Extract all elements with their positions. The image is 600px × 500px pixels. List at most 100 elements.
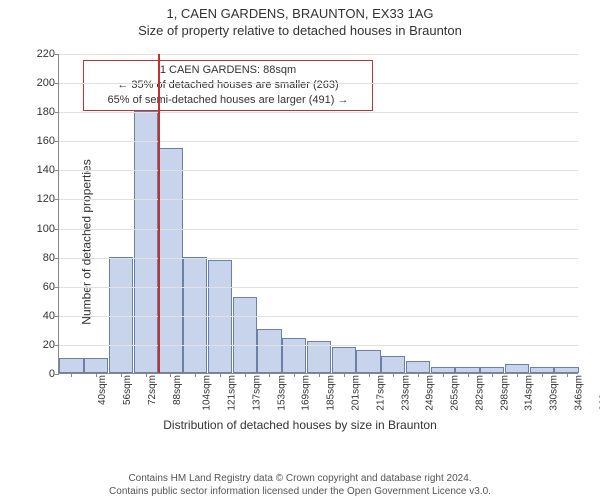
y-tick-label: 0 [49,368,55,380]
y-tick-label: 40 [43,310,55,322]
y-tick-mark [55,287,59,288]
gridline [59,170,578,171]
gridline [59,258,578,259]
gridline [59,141,578,142]
x-tick-label: 137sqm [252,375,263,411]
plot-area: 1 CAEN GARDENS: 88sqm ← 35% of detached … [58,54,578,374]
x-tick-label: 185sqm [326,375,337,411]
marker-line [158,54,160,373]
page-subtitle: Size of property relative to detached ho… [0,21,600,38]
x-tick-label: 330sqm [549,375,560,411]
histogram-bar [183,257,207,373]
x-tick-mark [492,373,493,377]
gridline [59,199,578,200]
x-tick-mark [96,373,97,377]
callout-box: 1 CAEN GARDENS: 88sqm ← 35% of detached … [83,60,373,111]
y-tick-label: 200 [37,77,55,89]
x-tick-mark [344,373,345,377]
x-tick-label: 298sqm [499,375,510,411]
x-tick-label: 56sqm [122,375,133,405]
callout-line-1: 1 CAEN GARDENS: 88sqm [90,63,366,78]
y-tick-mark [55,112,59,113]
footer-line-2: Contains public sector information licen… [0,485,600,498]
histogram-bar [109,257,133,373]
x-tick-mark [71,373,72,377]
footer-line-1: Contains HM Land Registry data © Crown c… [0,472,600,485]
x-tick-label: 346sqm [573,375,584,411]
histogram-bar [332,347,356,373]
histogram-bar [381,356,405,373]
x-tick-mark [567,373,568,377]
y-tick-label: 160 [37,135,55,147]
x-tick-label: 282sqm [474,375,485,411]
x-tick-mark [418,373,419,377]
y-tick-label: 120 [37,193,55,205]
x-tick-mark [121,373,122,377]
gridline [59,112,578,113]
callout-line-3: 65% of semi-detached houses are larger (… [90,93,366,108]
x-tick-label: 217sqm [375,375,386,411]
x-tick-mark [443,373,444,377]
x-tick-mark [146,373,147,377]
histogram-bar [282,338,306,373]
x-tick-mark [468,373,469,377]
x-tick-label: 40sqm [97,375,108,405]
y-tick-mark [55,229,59,230]
x-tick-label: 72sqm [147,375,158,405]
gridline [59,229,578,230]
y-tick-mark [55,316,59,317]
y-tick-label: 180 [37,106,55,118]
y-tick-mark [55,258,59,259]
gridline [59,83,578,84]
x-tick-mark [294,373,295,377]
x-tick-label: 169sqm [301,375,312,411]
histogram-bar [134,111,158,373]
histogram-bar [257,329,281,373]
histogram-bar [406,361,430,373]
x-tick-label: 153sqm [276,375,287,411]
x-tick-mark [542,373,543,377]
x-tick-label: 104sqm [202,375,213,411]
x-tick-mark [319,373,320,377]
y-tick-label: 220 [37,48,55,60]
x-tick-label: 249sqm [425,375,436,411]
x-tick-mark [369,373,370,377]
gridline [59,316,578,317]
y-tick-mark [55,170,59,171]
y-tick-label: 100 [37,223,55,235]
y-tick-mark [55,141,59,142]
y-tick-mark [55,374,59,375]
histogram-bar [356,350,380,373]
footer: Contains HM Land Registry data © Crown c… [0,472,600,498]
callout-line-2: ← 35% of detached houses are smaller (26… [90,78,366,93]
y-tick-mark [55,199,59,200]
chart-container: Number of detached properties 1 CAEN GAR… [0,44,600,440]
x-tick-mark [269,373,270,377]
y-tick-mark [55,83,59,84]
x-tick-label: 201sqm [351,375,362,411]
y-tick-label: 140 [37,164,55,176]
y-tick-label: 80 [43,252,55,264]
x-tick-mark [195,373,196,377]
x-tick-label: 314sqm [524,375,535,411]
x-tick-mark [220,373,221,377]
x-tick-label: 121sqm [227,375,238,411]
x-tick-label: 233sqm [400,375,411,411]
x-tick-mark [393,373,394,377]
histogram-bar [59,358,83,373]
histogram-bar [233,297,257,373]
x-tick-mark [170,373,171,377]
x-axis-label: Distribution of detached houses by size … [0,418,600,432]
gridline [59,287,578,288]
y-tick-label: 60 [43,281,55,293]
histogram-bar [158,148,182,373]
y-tick-label: 20 [43,339,55,351]
x-tick-label: 88sqm [172,375,183,405]
y-tick-mark [55,345,59,346]
x-tick-label: 265sqm [450,375,461,411]
x-tick-mark [245,373,246,377]
histogram-bar [505,364,529,373]
x-tick-mark [517,373,518,377]
gridline [59,345,578,346]
gridline [59,54,578,55]
